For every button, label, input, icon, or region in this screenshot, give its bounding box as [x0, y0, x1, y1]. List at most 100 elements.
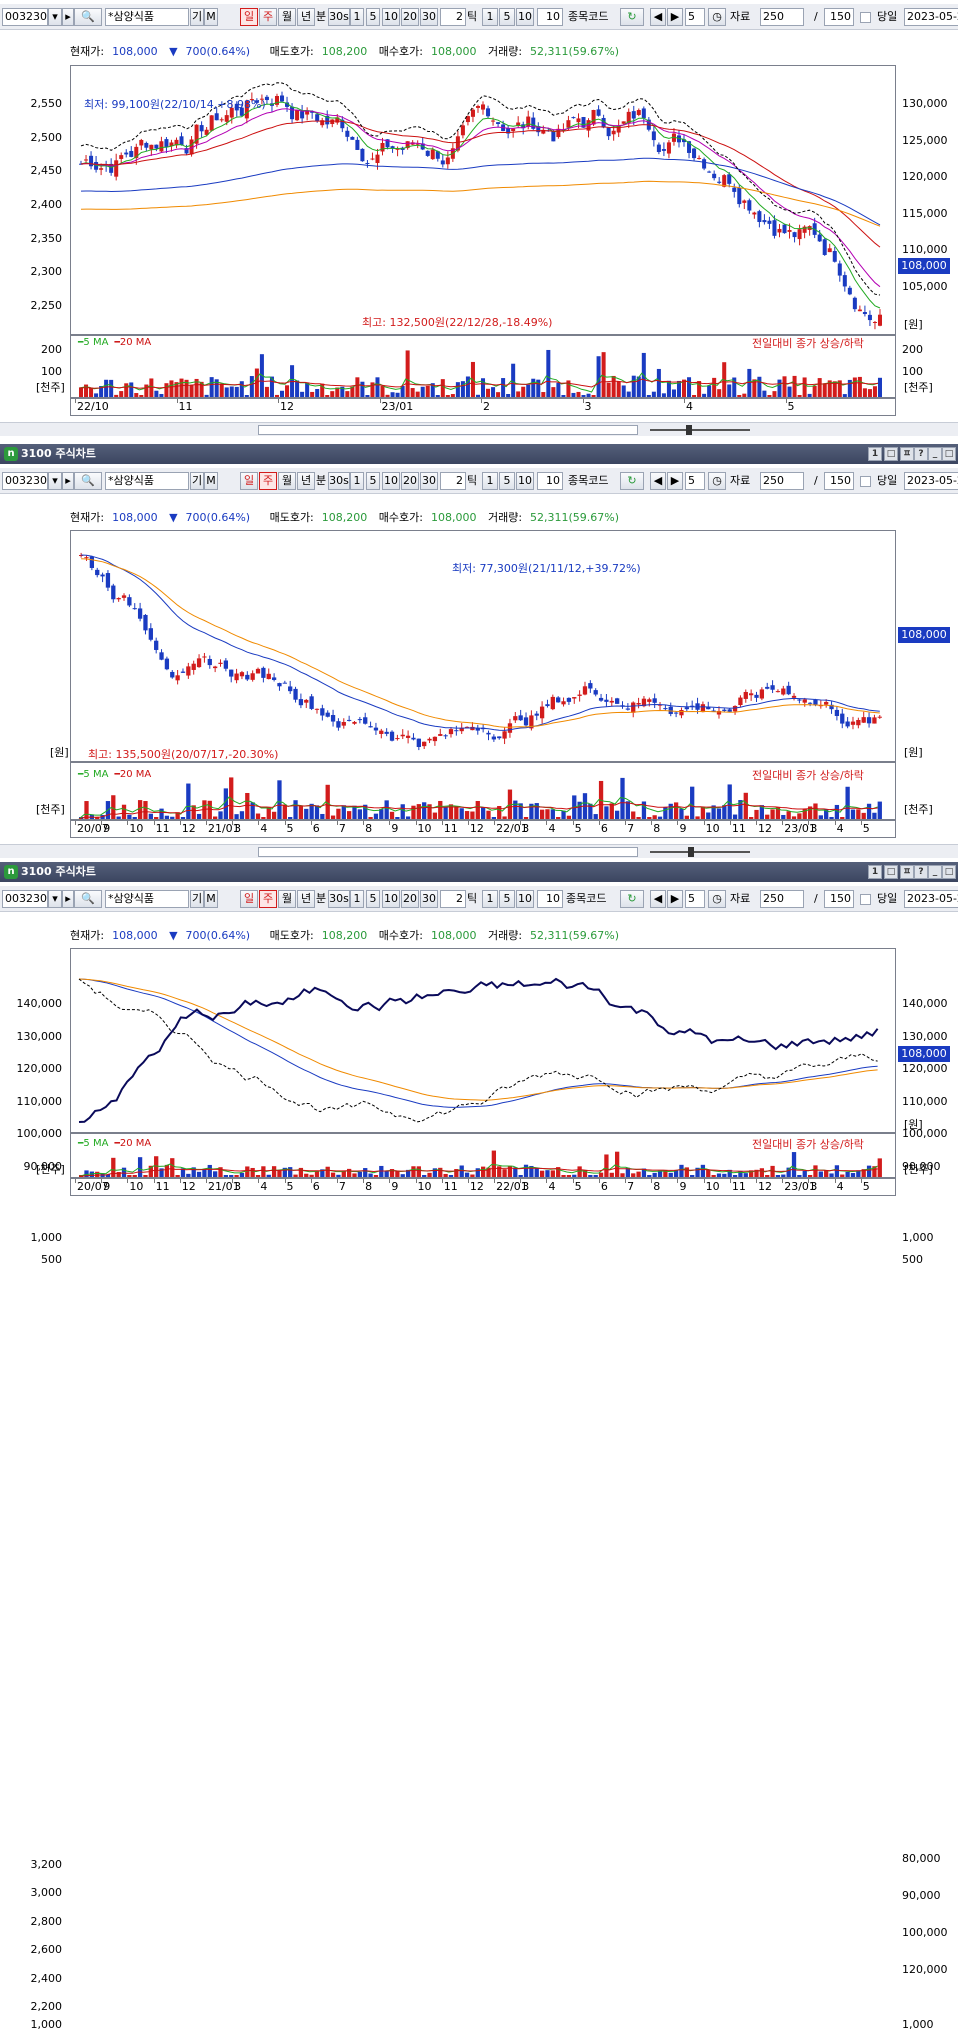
min-20-button[interactable]: 20: [401, 472, 419, 490]
stock-name-field[interactable]: *삼양식품: [105, 890, 189, 908]
win-btn-pin[interactable]: ㅍ: [900, 865, 914, 879]
today-checkbox[interactable]: [860, 12, 871, 23]
chart-scrollbar[interactable]: [0, 422, 958, 436]
min-1-button[interactable]: 1: [350, 472, 364, 490]
tick-10-button[interactable]: 10: [516, 8, 534, 26]
today-checkbox[interactable]: [860, 476, 871, 487]
refresh-icon[interactable]: ↻: [620, 472, 644, 490]
tick-value-input[interactable]: 2: [440, 472, 466, 490]
tick-1-button[interactable]: 1: [482, 472, 498, 490]
stock-code-input[interactable]: 003230: [2, 890, 48, 908]
period-week-button[interactable]: 주: [259, 8, 277, 26]
search-icon[interactable]: 🔍: [74, 890, 102, 908]
min-30-button[interactable]: 30: [420, 472, 438, 490]
win-btn-restore[interactable]: □: [884, 447, 898, 461]
code-dropdown-button[interactable]: ▾: [48, 472, 62, 490]
search-icon[interactable]: 🔍: [74, 472, 102, 490]
min-30s-button[interactable]: 30s: [328, 8, 350, 26]
win-btn-1[interactable]: 1: [868, 865, 882, 879]
period-week-button[interactable]: 주: [259, 472, 277, 490]
min-1-button[interactable]: 1: [350, 8, 364, 26]
minimize-icon[interactable]: _: [928, 865, 942, 879]
min-30-button[interactable]: 30: [420, 890, 438, 908]
scroll-track[interactable]: [258, 847, 638, 857]
gi-button[interactable]: 기: [190, 472, 204, 490]
period-day-button[interactable]: 일: [240, 890, 258, 908]
minimize-icon[interactable]: _: [928, 447, 942, 461]
volume-plot[interactable]: [70, 1133, 896, 1178]
tick-1-button[interactable]: 1: [482, 8, 498, 26]
min-5-button[interactable]: 5: [366, 8, 380, 26]
scroll-track[interactable]: [258, 425, 638, 435]
min-20-button[interactable]: 20: [401, 8, 419, 26]
win-btn-1[interactable]: 1: [868, 447, 882, 461]
tick-5-button[interactable]: 5: [499, 8, 515, 26]
refresh-icon[interactable]: ↻: [620, 890, 644, 908]
volume-plot[interactable]: [70, 335, 896, 398]
min-1-button[interactable]: 1: [350, 890, 364, 908]
period-year-button[interactable]: 년: [297, 890, 315, 908]
min-30s-button[interactable]: 30s: [328, 890, 350, 908]
code-dropdown-button[interactable]: ▾: [48, 890, 62, 908]
min-10-button[interactable]: 10: [382, 472, 400, 490]
date-input[interactable]: 2023-05-2: [904, 472, 958, 490]
play-icon[interactable]: ▸: [62, 8, 74, 26]
code-dropdown-button[interactable]: ▾: [48, 8, 62, 26]
period-day-button[interactable]: 일: [240, 8, 258, 26]
data-count-select[interactable]: 250: [760, 890, 804, 908]
data-count-select[interactable]: 250: [760, 472, 804, 490]
count-input[interactable]: 10: [537, 472, 563, 490]
date-input[interactable]: 2023-05-2: [904, 8, 958, 26]
win-btn-restore[interactable]: □: [884, 865, 898, 879]
tick-10-button[interactable]: 10: [516, 890, 534, 908]
prev-arrow-icon[interactable]: ◀: [650, 472, 666, 490]
zoom-handle[interactable]: [688, 847, 694, 857]
maximize-icon[interactable]: □: [942, 447, 956, 461]
clock-icon[interactable]: ◷: [708, 472, 726, 490]
clock-icon[interactable]: ◷: [708, 890, 726, 908]
count-input[interactable]: 10: [537, 890, 563, 908]
min-10-button[interactable]: 10: [382, 890, 400, 908]
price-plot[interactable]: [70, 530, 896, 762]
period-month-button[interactable]: 월: [278, 8, 296, 26]
play-icon[interactable]: ▸: [62, 890, 74, 908]
min-30s-button[interactable]: 30s: [328, 472, 350, 490]
prev-arrow-icon[interactable]: ◀: [650, 8, 666, 26]
period-month-button[interactable]: 월: [278, 472, 296, 490]
chart-scrollbar[interactable]: [0, 844, 958, 858]
min-20-button[interactable]: 20: [401, 890, 419, 908]
step-input[interactable]: 5: [685, 472, 705, 490]
min-10-button[interactable]: 10: [382, 8, 400, 26]
tick-value-input[interactable]: 2: [440, 8, 466, 26]
period-week-button[interactable]: 주: [259, 890, 277, 908]
count-input[interactable]: 10: [537, 8, 563, 26]
next-arrow-icon[interactable]: ▶: [667, 472, 683, 490]
zoom-slider[interactable]: [650, 851, 750, 853]
next-arrow-icon[interactable]: ▶: [667, 890, 683, 908]
data-count-select[interactable]: 250: [760, 8, 804, 26]
stock-name-field[interactable]: *삼양식품: [105, 8, 189, 26]
stock-code-input[interactable]: 003230: [2, 472, 48, 490]
tick-value-input[interactable]: 2: [440, 890, 466, 908]
prev-arrow-icon[interactable]: ◀: [650, 890, 666, 908]
play-icon[interactable]: ▸: [62, 472, 74, 490]
step-input[interactable]: 5: [685, 8, 705, 26]
price-plot[interactable]: [70, 65, 896, 335]
stock-name-field[interactable]: *삼양식품: [105, 472, 189, 490]
period-month-button[interactable]: 월: [278, 890, 296, 908]
tick-5-button[interactable]: 5: [499, 890, 515, 908]
price-plot[interactable]: [70, 948, 896, 1133]
win-btn-pin[interactable]: ㅍ: [900, 447, 914, 461]
period-year-button[interactable]: 년: [297, 472, 315, 490]
range-input[interactable]: 150: [824, 8, 854, 26]
min-5-button[interactable]: 5: [366, 890, 380, 908]
search-icon[interactable]: 🔍: [74, 8, 102, 26]
period-day-button[interactable]: 일: [240, 472, 258, 490]
gi-button[interactable]: 기: [190, 890, 204, 908]
maximize-icon[interactable]: □: [942, 865, 956, 879]
clock-icon[interactable]: ◷: [708, 8, 726, 26]
range-input[interactable]: 150: [824, 472, 854, 490]
range-input[interactable]: 150: [824, 890, 854, 908]
zoom-slider[interactable]: [650, 429, 750, 431]
volume-plot[interactable]: [70, 762, 896, 820]
